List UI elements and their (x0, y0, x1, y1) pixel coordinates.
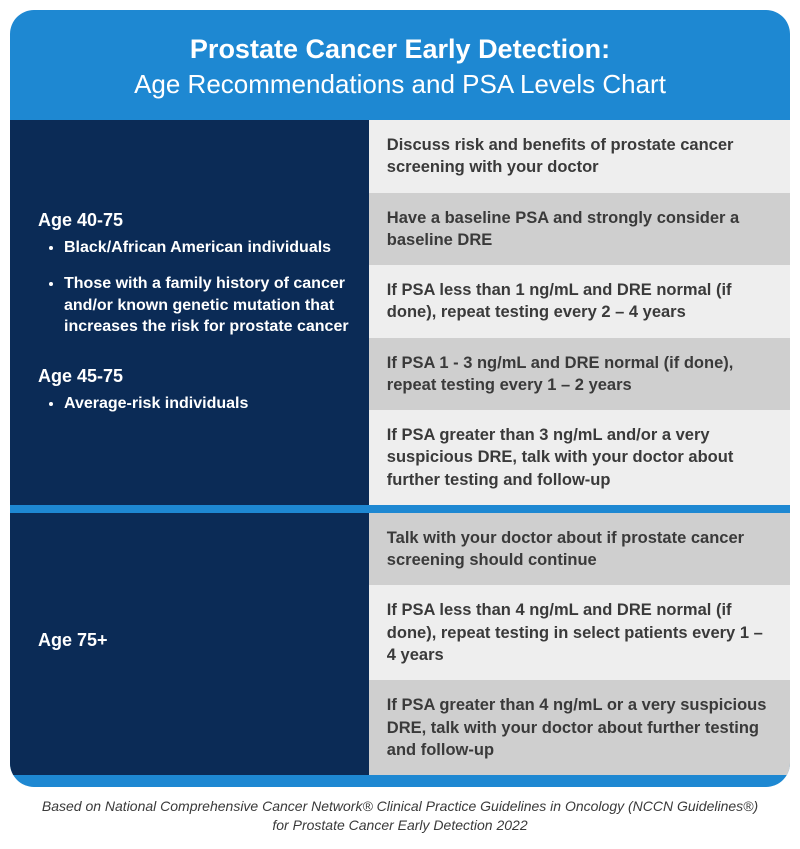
bullet-list: Average-risk individuals (38, 393, 349, 415)
bullet-item: Average-risk individuals (64, 393, 349, 415)
age-label: Age 75+ (38, 630, 349, 651)
recommendation-row: If PSA less than 4 ng/mL and DRE normal … (369, 585, 790, 680)
recommendation-row: Have a baseline PSA and strongly conside… (369, 193, 790, 266)
chart-card: Prostate Cancer Early Detection: Age Rec… (10, 10, 790, 787)
age-column: Age 75+ (10, 513, 369, 775)
section-age-75-plus: Age 75+ Talk with your doctor about if p… (10, 513, 790, 775)
bullet-item: Black/African American individuals (64, 237, 349, 259)
age-group: Age 40-75 Black/African American individ… (38, 210, 349, 337)
age-group: Age 75+ (38, 630, 349, 657)
recommendations-column: Discuss risk and benefits of prostate ca… (369, 120, 790, 505)
bullet-item: Those with a family history of cancer an… (64, 273, 349, 338)
recommendation-row: If PSA greater than 4 ng/mL or a very su… (369, 680, 790, 775)
bullet-list: Black/African American individuals Those… (38, 237, 349, 337)
recommendation-row: If PSA 1 - 3 ng/mL and DRE normal (if do… (369, 338, 790, 411)
age-label: Age 45-75 (38, 366, 349, 387)
recommendation-row: If PSA greater than 3 ng/mL and/or a ver… (369, 410, 790, 505)
age-label: Age 40-75 (38, 210, 349, 231)
chart-subtitle: Age Recommendations and PSA Levels Chart (30, 69, 770, 100)
section-age-40-75: Age 40-75 Black/African American individ… (10, 120, 790, 505)
recommendation-row: Talk with your doctor about if prostate … (369, 513, 790, 586)
age-column: Age 40-75 Black/African American individ… (10, 120, 369, 505)
chart-title: Prostate Cancer Early Detection: (30, 34, 770, 65)
source-footer: Based on National Comprehensive Cancer N… (10, 787, 790, 839)
recommendation-row: If PSA less than 1 ng/mL and DRE normal … (369, 265, 790, 338)
age-group: Age 45-75 Average-risk individuals (38, 366, 349, 415)
chart-header: Prostate Cancer Early Detection: Age Rec… (10, 10, 790, 120)
recommendations-column: Talk with your doctor about if prostate … (369, 513, 790, 775)
recommendation-row: Discuss risk and benefits of prostate ca… (369, 120, 790, 193)
